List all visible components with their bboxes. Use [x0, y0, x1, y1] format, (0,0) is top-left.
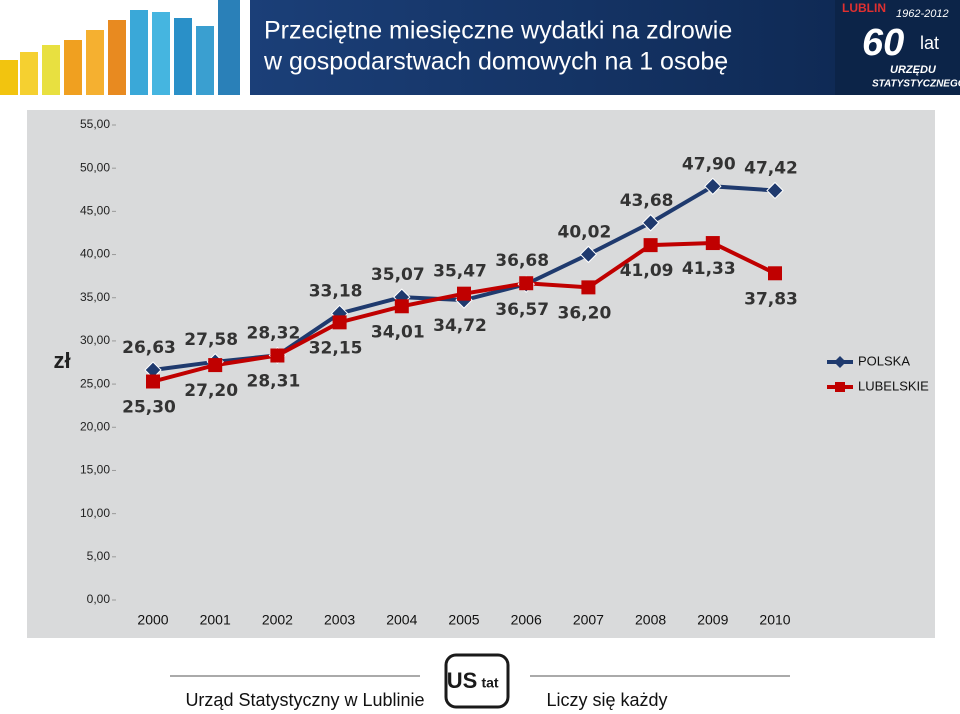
footer-text: Liczy się każdy — [546, 690, 667, 710]
footer-text: Urząd Statystyczny w Lublinie — [185, 690, 424, 710]
value-label: 25,30 — [122, 398, 176, 418]
x-tick-label: 2003 — [324, 612, 355, 628]
value-label: 37,83 — [744, 289, 798, 309]
y-tick-label: 0,00 — [87, 592, 111, 606]
x-tick-label: 2005 — [448, 612, 479, 628]
marker — [704, 177, 722, 196]
header-band — [250, 0, 835, 95]
value-label: 35,47 — [433, 262, 487, 282]
logo-text: URZĘDU — [890, 64, 937, 76]
value-label: 41,09 — [620, 261, 674, 281]
legend-label: POLSKA — [858, 353, 910, 368]
legend-marker — [835, 382, 845, 392]
y-tick-label: 20,00 — [80, 419, 110, 433]
value-label: 43,68 — [620, 191, 674, 211]
value-label: 27,20 — [184, 381, 238, 401]
y-tick-label: 5,00 — [87, 549, 111, 563]
logo-box — [835, 0, 960, 95]
footer-logo-text: US — [447, 668, 478, 693]
x-tick-label: 2007 — [573, 612, 604, 628]
title-line: w gospodarstwach domowych na 1 osobę — [263, 48, 728, 76]
marker — [208, 358, 223, 373]
logo-text: 1962-2012 — [896, 8, 949, 20]
footer-logo — [444, 653, 510, 709]
x-tick-label: 2006 — [511, 612, 542, 628]
y-tick-label: 10,00 — [80, 506, 110, 520]
y-tick-label: 30,00 — [80, 333, 110, 347]
marker — [146, 374, 160, 389]
y-tick-label: 25,00 — [80, 376, 110, 390]
value-label: 33,18 — [309, 281, 363, 301]
x-tick-label: 2000 — [137, 612, 168, 628]
value-label: 36,20 — [558, 303, 612, 323]
x-tick-label: 2004 — [386, 612, 417, 628]
marker — [643, 238, 658, 253]
marker — [581, 280, 596, 295]
plot-background — [27, 110, 935, 638]
legend-label: LUBELSKIE — [858, 378, 929, 393]
logo-text: 60 — [862, 22, 904, 64]
value-label: 36,68 — [495, 251, 549, 271]
value-label: 47,42 — [744, 158, 798, 178]
value-label: 36,57 — [495, 300, 549, 320]
x-tick-label: 2001 — [200, 612, 231, 628]
value-label: 34,72 — [433, 316, 487, 336]
x-tick-label: 2008 — [635, 612, 666, 628]
marker — [457, 286, 471, 301]
value-label: 28,31 — [247, 372, 301, 392]
marker — [270, 348, 285, 363]
x-tick-label: 2009 — [697, 612, 728, 628]
y-axis-label: zł — [53, 348, 70, 373]
value-label: 27,58 — [184, 330, 238, 350]
marker — [766, 181, 784, 200]
value-label: 41,33 — [682, 259, 736, 279]
x-tick-label: 2010 — [759, 612, 790, 628]
footer-logo-text: tat — [481, 675, 498, 691]
y-tick-label: 35,00 — [80, 290, 110, 304]
legend-marker — [834, 356, 846, 368]
y-tick-label: 15,00 — [80, 463, 110, 477]
value-label: 35,07 — [371, 265, 425, 285]
value-label: 28,32 — [247, 323, 301, 343]
logo-text: lat — [920, 33, 939, 53]
x-tick-label: 2002 — [262, 612, 293, 628]
value-label: 26,63 — [122, 338, 176, 358]
marker — [579, 245, 598, 264]
value-label: 32,15 — [309, 338, 363, 358]
marker — [519, 276, 534, 291]
y-tick-label: 40,00 — [80, 247, 110, 261]
value-label: 40,02 — [558, 222, 612, 242]
value-label: 47,90 — [682, 154, 736, 174]
title-line: Przeciętne miesięczne wydatki na zdrowie — [264, 17, 732, 45]
marker — [705, 236, 720, 251]
marker — [768, 266, 782, 281]
marker — [394, 299, 409, 314]
y-tick-label: 50,00 — [80, 160, 110, 174]
logo-text: STATYSTYCZNEGO — [872, 79, 960, 90]
logo-text: LUBLIN — [842, 1, 886, 15]
marker — [641, 214, 660, 232]
marker — [332, 315, 347, 330]
value-label: 34,01 — [371, 322, 425, 342]
header-bars — [0, 0, 240, 95]
y-tick-label: 55,00 — [80, 117, 110, 131]
y-tick-label: 45,00 — [80, 204, 110, 218]
